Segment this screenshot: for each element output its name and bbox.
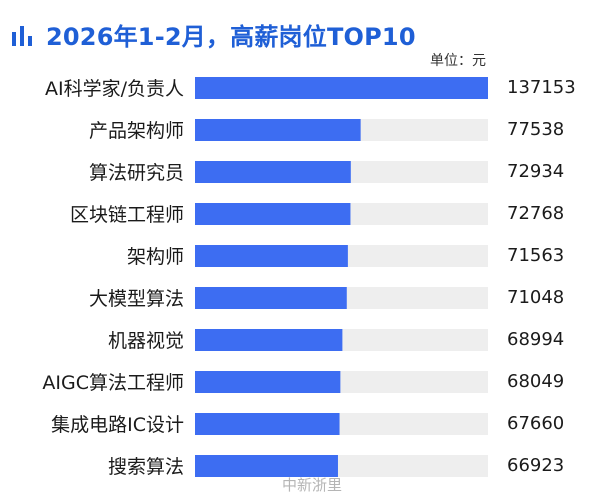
bar xyxy=(195,77,488,99)
bar-row: 集成电路IC设计 67660 xyxy=(51,413,564,436)
bar-row: 区块链工程师 72768 xyxy=(70,203,564,226)
bar-row: 搜索算法 66923 xyxy=(108,455,564,478)
category-label: 架构师 xyxy=(127,246,184,268)
bar-row: 算法研究员 72934 xyxy=(89,161,564,184)
bar xyxy=(195,203,351,225)
value-label: 137153 xyxy=(507,77,576,98)
bar-row: AI科学家/负责人 137153 xyxy=(45,77,576,100)
bar-row: AIGC算法工程师 68049 xyxy=(42,371,564,394)
bar-row: 机器视觉 68994 xyxy=(108,329,564,352)
bar xyxy=(195,245,348,267)
value-label: 68994 xyxy=(507,329,564,350)
category-label: 算法研究员 xyxy=(89,162,184,184)
page-title: 2026年1-2月，高薪岗位TOP10 xyxy=(46,23,416,51)
category-label: AI科学家/负责人 xyxy=(45,78,184,100)
value-label: 66923 xyxy=(507,455,564,476)
value-label: 67660 xyxy=(507,413,564,434)
bar-row: 大模型算法 71048 xyxy=(89,287,564,310)
watermark: 中新浙里 xyxy=(282,476,343,494)
bar-row: 产品架构师 77538 xyxy=(89,119,564,142)
bar-row: 架构师 71563 xyxy=(127,245,564,268)
bar xyxy=(195,119,361,141)
value-label: 71048 xyxy=(507,287,564,308)
bar xyxy=(195,371,341,393)
category-label: 产品架构师 xyxy=(89,120,184,142)
bar xyxy=(195,161,351,183)
category-label: 搜索算法 xyxy=(108,456,184,478)
unit-label: 单位：元 xyxy=(430,53,486,69)
category-label: 集成电路IC设计 xyxy=(51,414,184,436)
category-label: 大模型算法 xyxy=(89,288,184,310)
value-label: 72934 xyxy=(507,161,564,182)
category-label: AIGC算法工程师 xyxy=(42,372,184,394)
bar xyxy=(195,455,338,477)
value-label: 77538 xyxy=(507,119,564,140)
bar xyxy=(195,413,340,435)
value-label: 71563 xyxy=(507,245,564,266)
category-label: 区块链工程师 xyxy=(70,204,184,226)
bar-chart-icon xyxy=(12,26,32,46)
value-label: 68049 xyxy=(507,371,564,392)
bar xyxy=(195,287,347,309)
category-label: 机器视觉 xyxy=(108,330,184,352)
value-label: 72768 xyxy=(507,203,564,224)
bar xyxy=(195,329,343,351)
